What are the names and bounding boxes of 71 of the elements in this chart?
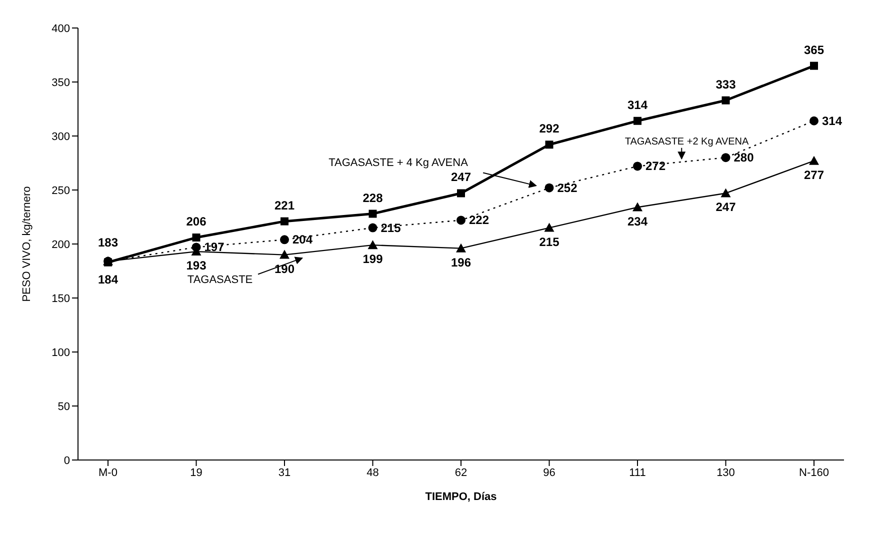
y-tick-label: 250 — [52, 184, 70, 197]
y-tick-label: 200 — [52, 238, 70, 251]
point — [280, 235, 289, 244]
y-tick-label: 400 — [52, 22, 70, 35]
x-axis-title: TIEMPO, Días — [425, 491, 497, 503]
point — [456, 243, 466, 252]
y-tick-label: 300 — [52, 130, 70, 143]
point — [192, 234, 200, 242]
series-label: TAGASASTE +2 Kg AVENA — [624, 136, 750, 148]
data-label: 215 — [539, 234, 560, 249]
point — [457, 189, 465, 198]
data-label: 314 — [627, 98, 648, 112]
data-label: 222 — [469, 213, 490, 228]
x-tick-label: 19 — [190, 466, 202, 479]
data-label: 252 — [557, 180, 578, 195]
data-label: 199 — [362, 252, 384, 266]
y-tick-label: 50 — [58, 400, 70, 413]
data-label: 204 — [292, 232, 313, 247]
data-label: 197 — [204, 240, 225, 254]
data-label: 228 — [362, 190, 384, 205]
series-label: TAGASASTE + 4 Kg AVENA — [328, 157, 469, 170]
x-tick-label: 96 — [543, 466, 556, 479]
point — [368, 223, 378, 232]
data-label: 221 — [274, 198, 295, 212]
point — [633, 162, 642, 171]
data-label: 206 — [186, 214, 207, 229]
y-tick-label: 0 — [64, 454, 70, 467]
y-tick-label: 350 — [52, 76, 70, 89]
data-label: 314 — [822, 114, 842, 128]
data-label: 196 — [450, 255, 472, 270]
data-label: 280 — [734, 150, 754, 165]
data-label: 277 — [804, 168, 824, 182]
x-tick-label: N-160 — [799, 466, 829, 479]
data-label: 183 — [98, 235, 118, 250]
data-label: 247 — [450, 170, 472, 184]
series-label: TAGASASTE — [187, 274, 253, 286]
data-label: 365 — [804, 42, 824, 57]
y-tick-label: 100 — [52, 346, 70, 359]
point — [456, 216, 466, 225]
x-tick-label: 130 — [716, 466, 735, 479]
x-tick-label: 31 — [278, 466, 291, 479]
point — [544, 222, 554, 232]
x-tick-label: 62 — [454, 466, 468, 479]
point — [809, 156, 819, 165]
y-axis-title: PESO VIVO, kg/ternero — [20, 186, 33, 302]
point — [810, 62, 818, 70]
point — [632, 202, 642, 212]
point — [810, 116, 818, 126]
point — [545, 140, 554, 149]
data-label: 193 — [186, 258, 207, 273]
x-tick-label: M-0 — [98, 466, 118, 479]
point — [720, 188, 731, 198]
data-label: 292 — [539, 122, 560, 136]
y-tick-label: 150 — [52, 292, 70, 305]
point — [722, 96, 730, 104]
point — [544, 183, 554, 192]
data-label: 190 — [274, 262, 295, 276]
point — [721, 153, 730, 162]
data-label: 184 — [98, 272, 118, 286]
x-tick-label: 111 — [629, 466, 646, 479]
point — [368, 210, 377, 218]
point — [634, 116, 642, 125]
point — [368, 240, 378, 250]
data-label: 234 — [627, 214, 648, 228]
point — [280, 250, 290, 259]
point — [280, 217, 288, 226]
data-label: 272 — [646, 159, 666, 174]
data-label: 215 — [380, 220, 402, 235]
data-label: 333 — [716, 77, 736, 92]
x-tick-label: 48 — [366, 466, 379, 479]
data-label: 247 — [716, 200, 736, 214]
